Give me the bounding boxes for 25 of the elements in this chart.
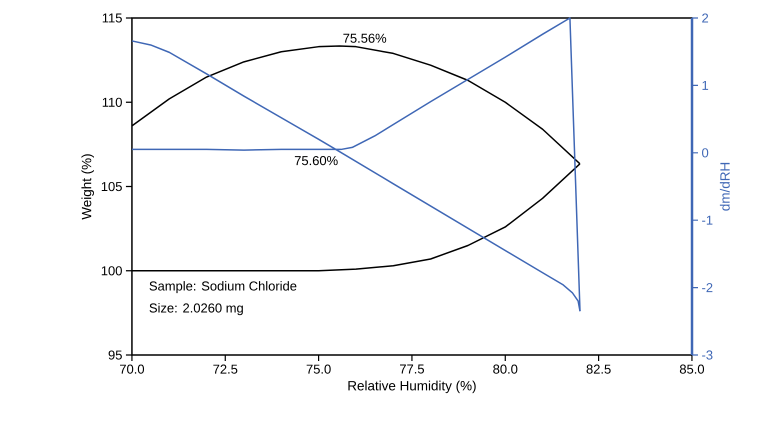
x-tick-label: 80.0 bbox=[493, 364, 518, 374]
annotation: 75.56% bbox=[343, 34, 386, 43]
x-tick-label: 82.5 bbox=[586, 364, 611, 374]
y-tick-label: 100 bbox=[102, 266, 122, 276]
y2-tick-label: -1 bbox=[702, 216, 712, 225]
x-tick-label: 70.0 bbox=[120, 364, 144, 374]
x-tick-label: 72.5 bbox=[213, 364, 238, 374]
x-tick-label: 75.0 bbox=[306, 364, 331, 374]
y-tick-label: 115 bbox=[102, 14, 122, 23]
y2-tick-label: 1 bbox=[702, 80, 708, 90]
y-tick-label: 110 bbox=[102, 98, 122, 107]
y2-tick-label: -2 bbox=[702, 283, 712, 292]
y2-tick-label: -3 bbox=[702, 350, 712, 360]
x-axis-title: Relative Humidity (%) bbox=[348, 380, 476, 394]
y-tick-label: 105 bbox=[102, 182, 122, 192]
x-tick-label: 85.0 bbox=[680, 364, 704, 374]
x-tick-label: 77.5 bbox=[400, 364, 424, 374]
annotation: Sample: Sodium Chloride bbox=[150, 281, 296, 294]
y2-axis-title: dm/dRH bbox=[720, 162, 730, 211]
y-axis-title: Weight (%) bbox=[81, 154, 94, 220]
y2-tick-label: 2 bbox=[702, 13, 708, 23]
y2-tick-label: 0 bbox=[702, 148, 708, 158]
annotation: 75.60% bbox=[294, 156, 338, 166]
y-tick-label: 95 bbox=[108, 350, 122, 360]
annotation: Size: 2.0260 mg bbox=[150, 303, 243, 316]
